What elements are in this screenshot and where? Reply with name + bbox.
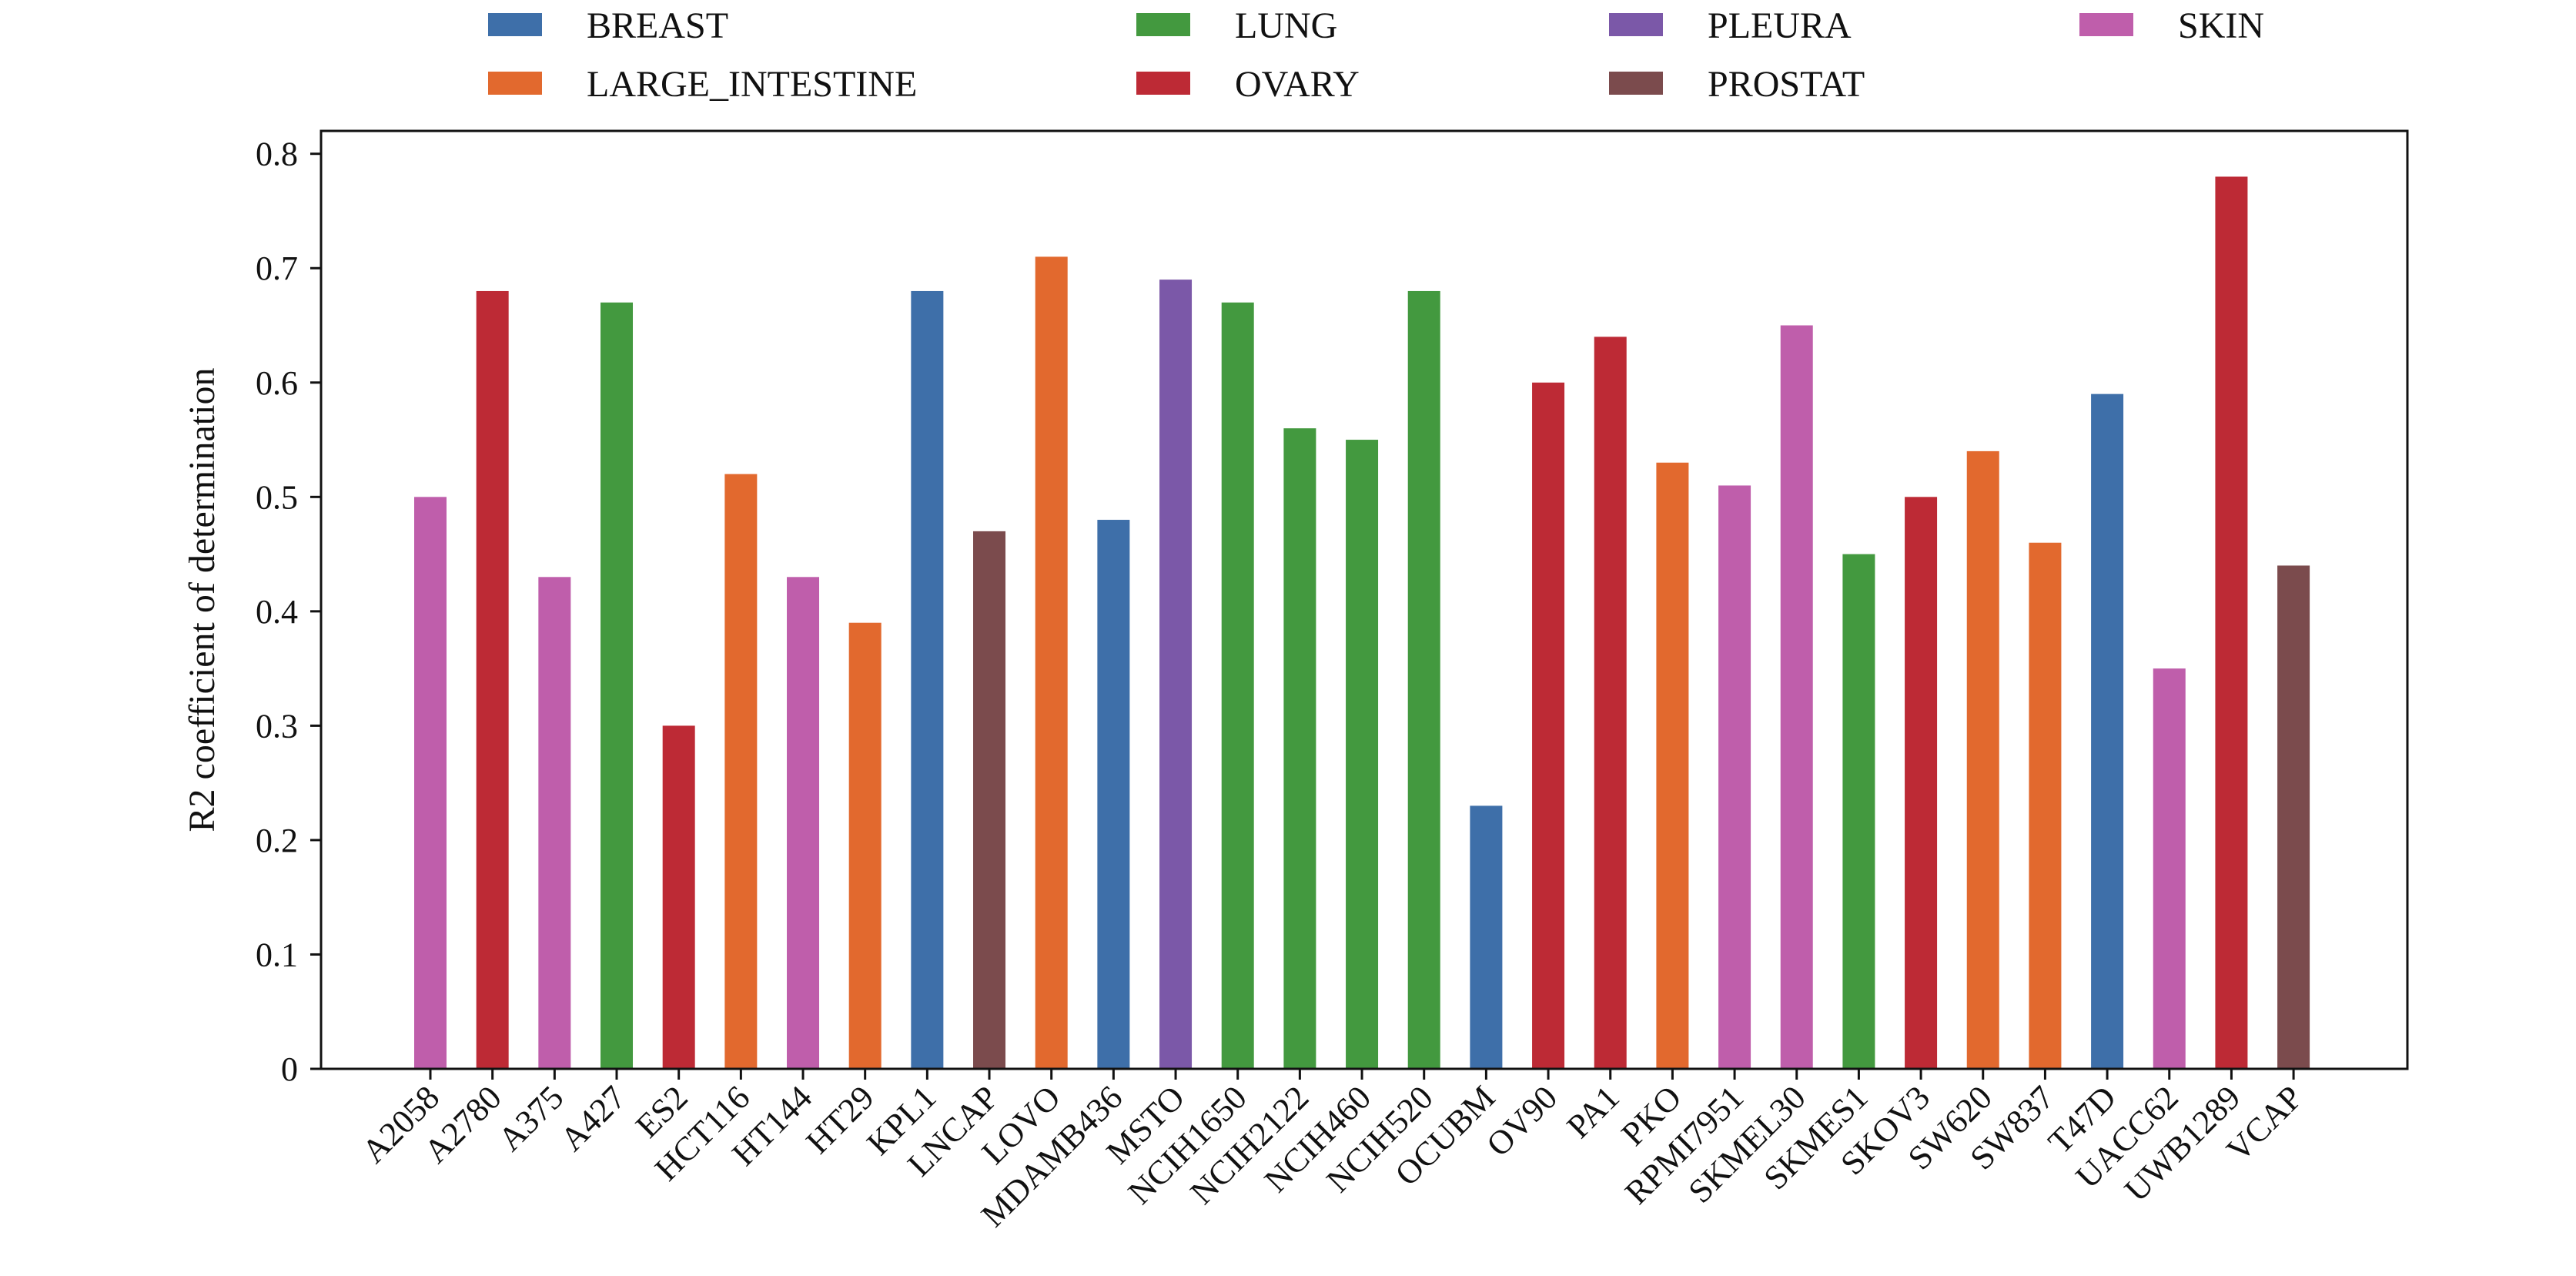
bar-mdamb436 (1097, 520, 1130, 1069)
bar-sw837 (2029, 542, 2062, 1069)
bar-skov3 (1905, 497, 1938, 1069)
bar-ocubm (1470, 805, 1503, 1069)
bar-skmes1 (1842, 554, 1875, 1069)
legend-swatch-breast (488, 13, 542, 36)
legend-label: PLEURA (1708, 5, 1852, 46)
bar-vcap (2277, 565, 2310, 1069)
legend-label: OVARY (1235, 64, 1360, 105)
bar-hct116 (724, 474, 758, 1069)
bars (414, 176, 2310, 1070)
bar-ht29 (848, 622, 882, 1069)
bar-a375 (538, 577, 571, 1069)
y-tick-label: 0.6 (256, 364, 298, 402)
bar-ncih2122 (1283, 428, 1316, 1069)
legend-swatch-ovary (1136, 72, 1190, 95)
legend-swatch-prostat (1609, 72, 1663, 95)
x-tick-label: A427 (553, 1078, 633, 1158)
bar-ov90 (1532, 382, 1565, 1069)
bar-t47d (2091, 394, 2124, 1069)
bar-a427 (601, 302, 634, 1069)
legend: BREAST LARGE_INTESTINE LUNG OVARY PLEURA PROS… (488, 5, 2264, 105)
bar-skmel30 (1780, 325, 1813, 1069)
legend-swatch-lung (1136, 13, 1190, 36)
bar-uwb1289 (2215, 176, 2248, 1069)
x-tick-label: HT29 (799, 1078, 882, 1160)
bar-rpmi7951 (1718, 485, 1751, 1069)
y-tick-label: 0.2 (256, 822, 298, 859)
legend-label: SKIN (2178, 5, 2264, 46)
y-tick-label: 0 (281, 1050, 298, 1088)
x-tick-label: A375 (491, 1078, 571, 1158)
bar-lovo (1035, 256, 1068, 1069)
legend-swatch-pleura (1609, 13, 1663, 36)
bar-pko (1656, 462, 1689, 1069)
legend-swatch-large-intestine (488, 72, 542, 95)
y-tick-label: 0.3 (256, 707, 298, 745)
bar-pa1 (1594, 337, 1627, 1069)
x-tick-label: PA1 (1560, 1078, 1627, 1145)
y-tick-label: 0.5 (256, 478, 298, 516)
y-tick-label: 0.7 (256, 250, 298, 287)
bar-ncih520 (1407, 290, 1440, 1069)
y-tick-label: 0.8 (256, 136, 298, 173)
x-axis: A2058A2780A375A427ES2HCT116HT144HT29KPL1… (355, 1069, 2310, 1234)
legend-label: PROSTAT (1708, 64, 1865, 105)
legend-label: LUNG (1235, 5, 1337, 46)
bar-uacc62 (2153, 668, 2186, 1069)
bar-kpl1 (911, 290, 944, 1069)
bar-a2058 (414, 497, 447, 1069)
bar-ncih1650 (1221, 302, 1254, 1069)
legend-label: BREAST (587, 5, 728, 46)
plot-frame (319, 129, 2409, 1070)
bar-sw620 (1966, 450, 1999, 1069)
bar-msto (1159, 280, 1193, 1070)
x-tick-label: OV90 (1479, 1078, 1564, 1164)
y-axis: 0 0.1 0.2 0.3 0.4 0.5 0.6 0.7 0.8 (256, 136, 321, 1088)
bar-ht144 (787, 577, 820, 1069)
legend-label: LARGE_INTESTINE (587, 64, 917, 105)
bar-ncih460 (1346, 440, 1379, 1069)
legend-swatch-skin (2079, 13, 2133, 36)
bar-es2 (662, 725, 695, 1069)
y-tick-label: 0.4 (256, 593, 298, 631)
bar-lncap (973, 531, 1006, 1069)
bar-a2780 (476, 290, 509, 1069)
y-axis-label: R2 coefficient of determination (182, 368, 222, 832)
y-tick-label: 0.1 (256, 936, 298, 973)
